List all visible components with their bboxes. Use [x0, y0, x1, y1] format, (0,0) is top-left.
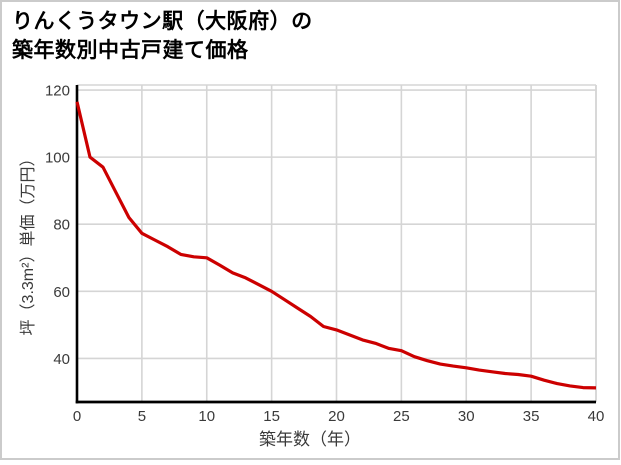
x-tick-label: 10: [198, 408, 215, 425]
x-tick-label: 0: [73, 408, 81, 425]
x-tick-label: 30: [458, 408, 475, 425]
y-tick-label: 120: [45, 83, 70, 100]
y-axis-title: 坪（3.3m²）単価（万円）: [20, 150, 37, 336]
y-tick-label: 40: [53, 351, 70, 368]
y-tick-label: 80: [53, 217, 70, 234]
x-tick-label: 20: [328, 408, 345, 425]
x-tick-label: 25: [393, 408, 410, 425]
y-tick-label: 60: [53, 284, 70, 301]
x-tick-label: 40: [588, 408, 605, 425]
x-axis-title: 築年数（年）: [259, 430, 361, 449]
chart-title-line1: りんくうタウン駅（大阪府）の: [12, 10, 313, 33]
x-tick-label: 5: [138, 408, 146, 425]
chart-title-line2: 築年数別中古戸建て価格: [12, 38, 249, 62]
y-tick-label: 100: [45, 150, 70, 167]
x-tick-label: 15: [263, 408, 280, 425]
chart-title: りんくうタウン駅（大阪府）の 築年数別中古戸建て価格: [12, 8, 313, 66]
price-line: [75, 101, 597, 390]
x-tick-label: 35: [523, 408, 540, 425]
